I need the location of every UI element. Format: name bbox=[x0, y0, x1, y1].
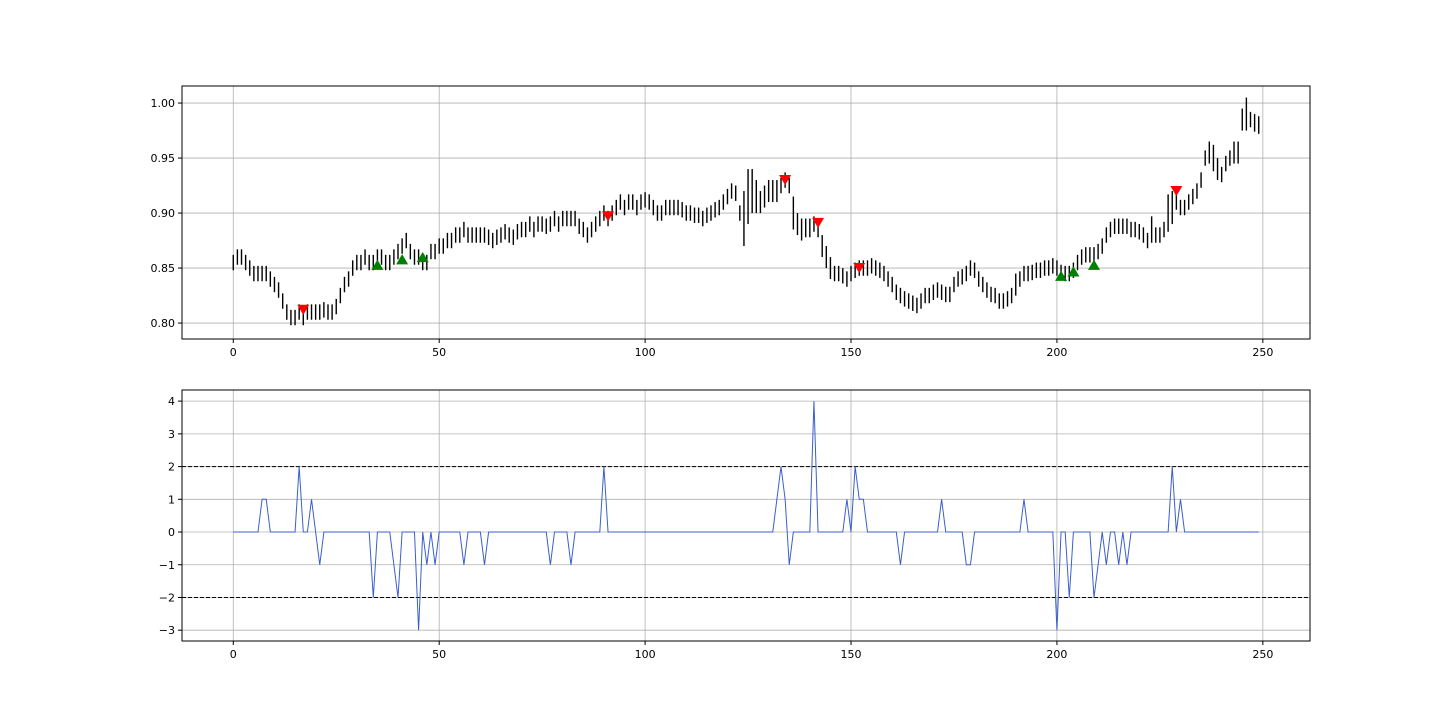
sell-marker bbox=[779, 174, 792, 186]
axes: 0 50 100 150 200 250 −3 −2 −1 0 1 2 3 4 bbox=[159, 389, 1311, 661]
y-tick-label: 0.85 bbox=[151, 262, 176, 275]
buy-marker bbox=[1087, 259, 1100, 270]
y-tick-label: −1 bbox=[159, 559, 175, 572]
y-tick-label: 0 bbox=[168, 526, 175, 539]
x-tick-label: 0 bbox=[230, 648, 237, 661]
plot-area bbox=[182, 86, 1310, 339]
buy-marker bbox=[1055, 270, 1068, 281]
x-tick-label: 100 bbox=[635, 648, 656, 661]
y-tick-label: 0.90 bbox=[151, 207, 176, 220]
signal-line bbox=[233, 401, 1259, 631]
x-tick-label: 50 bbox=[432, 648, 446, 661]
y-tick-label: 3 bbox=[168, 428, 175, 441]
x-tick-label: 150 bbox=[841, 346, 862, 359]
y-tick-label: 0.95 bbox=[151, 152, 176, 165]
sell-marker bbox=[1170, 185, 1183, 197]
y-tick-label: −2 bbox=[159, 591, 175, 604]
sell-marker bbox=[812, 217, 825, 229]
plot-area bbox=[182, 390, 1310, 641]
x-tick-label: 200 bbox=[1046, 648, 1067, 661]
buy-marker bbox=[1067, 266, 1080, 277]
x-tick-label: 150 bbox=[841, 648, 862, 661]
sell-marker bbox=[602, 211, 615, 222]
buy-marker bbox=[371, 259, 384, 270]
y-tick-label: −3 bbox=[159, 624, 175, 637]
y-tick-label: 1.00 bbox=[151, 97, 176, 110]
x-tick-label: 200 bbox=[1046, 346, 1067, 359]
y-tick-label: 2 bbox=[168, 461, 175, 474]
axes-frame bbox=[181, 85, 1311, 340]
sell-marker bbox=[297, 304, 310, 315]
x-tick-label: 250 bbox=[1252, 346, 1273, 359]
x-tick-label: 0 bbox=[230, 346, 237, 359]
axes-frame bbox=[181, 389, 1311, 642]
buy-marker bbox=[396, 254, 409, 265]
x-tick-label: 250 bbox=[1252, 648, 1273, 661]
y-tick-label: 4 bbox=[168, 395, 175, 408]
buy-marker bbox=[416, 251, 429, 263]
sell-marker bbox=[853, 262, 866, 274]
y-tick-label: 0.80 bbox=[151, 317, 176, 330]
axes: 0 50 100 150 200 250 0.80 0.85 0.90 0.95 1.00 bbox=[151, 85, 1311, 359]
x-tick-label: 100 bbox=[635, 346, 656, 359]
y-tick-label: 1 bbox=[168, 493, 175, 506]
x-tick-label: 50 bbox=[432, 346, 446, 359]
